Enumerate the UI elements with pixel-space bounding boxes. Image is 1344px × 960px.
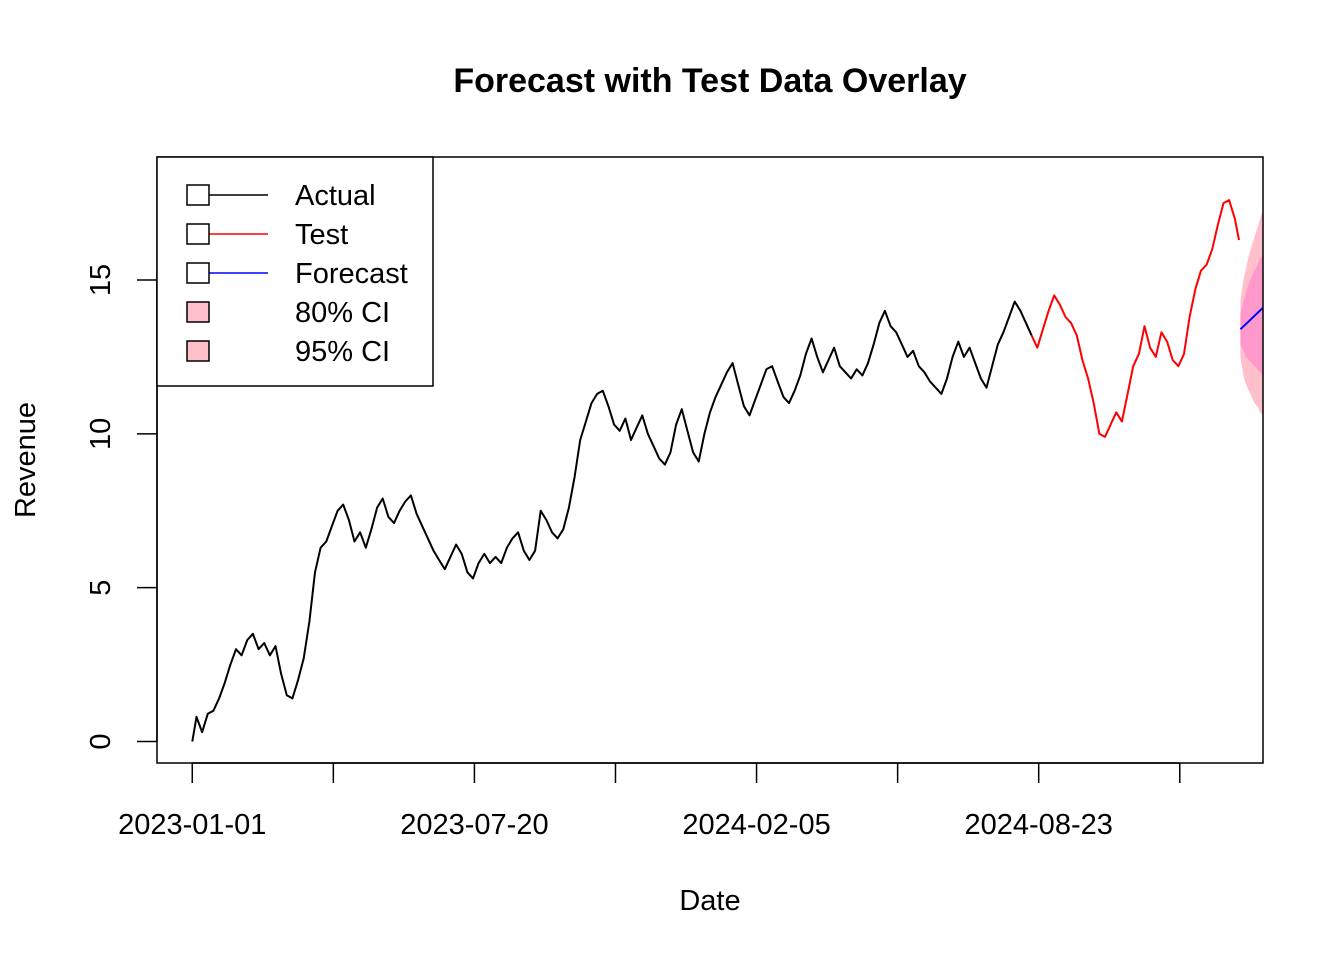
legend-label: 80% CI [295, 297, 390, 329]
legend-item: Test [186, 219, 348, 251]
x-tick-label: 2024-02-05 [682, 809, 830, 841]
legend-item: Forecast [186, 258, 408, 290]
legend: Actual Test Forecast 80% CI 95% CI [156, 156, 434, 387]
y-tick-label: 5 [85, 580, 117, 596]
x-tick-label: 2023-07-20 [400, 809, 548, 841]
series-lines [191, 199, 1263, 742]
legend-item: 95% CI [186, 336, 390, 368]
chart-title: Forecast with Test Data Overlay [453, 62, 966, 100]
legend-label: 95% CI [295, 336, 390, 368]
forecast-line [1239, 306, 1263, 331]
confidence-bands [1240, 209, 1263, 416]
x-axis-label: Date [679, 885, 740, 917]
x-tick-label: 2023-01-01 [118, 809, 266, 841]
legend-item: Actual [186, 180, 376, 212]
x-tick-label: 2024-08-23 [965, 809, 1113, 841]
legend-label: Test [295, 219, 348, 251]
ci-band-80 [1240, 255, 1263, 376]
legend-label: Actual [295, 180, 376, 212]
legend-label: Forecast [295, 258, 408, 290]
legend-fill-swatch [186, 340, 210, 362]
y-axis-label: Revenue [10, 402, 42, 518]
y-tick-label: 0 [85, 733, 117, 749]
axes: 2023-01-01 2023-07-20 2024-02-05 2024-08-23… [85, 264, 1181, 841]
actual-line [191, 300, 1033, 742]
test-line [1030, 199, 1240, 438]
legend-box-swatch [186, 262, 210, 284]
legend-box-swatch [186, 223, 210, 245]
plot-frame [156, 156, 1264, 764]
legend-box-swatch [186, 184, 210, 206]
y-tick-label: 10 [85, 418, 117, 450]
legend-item: 80% CI [186, 297, 390, 329]
legend-fill-swatch [186, 301, 210, 323]
y-tick-label: 15 [85, 264, 117, 296]
